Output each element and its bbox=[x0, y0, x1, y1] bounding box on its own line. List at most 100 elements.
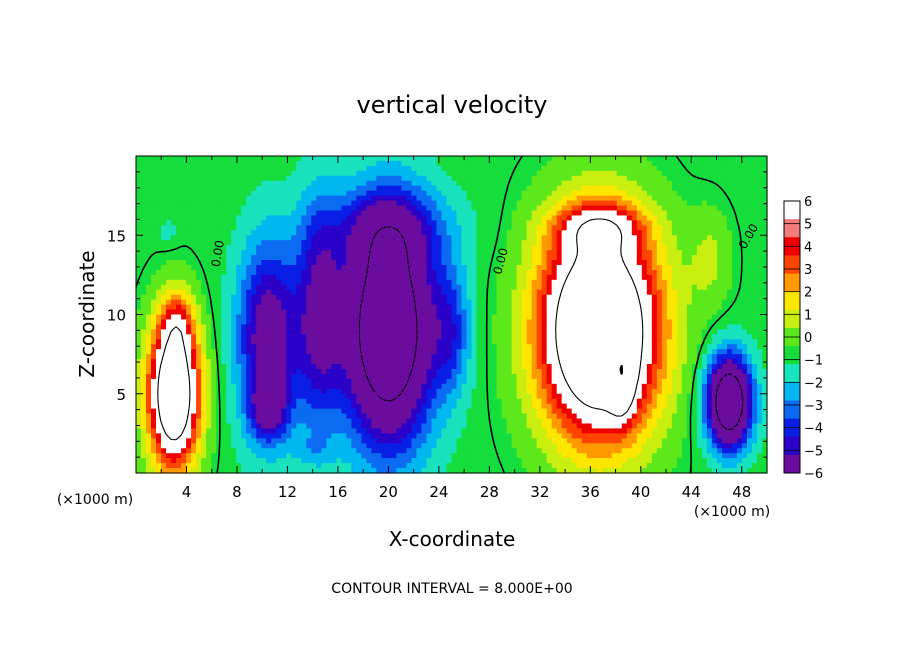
field-cell bbox=[546, 160, 553, 167]
field-cell bbox=[196, 294, 202, 301]
field-cell bbox=[611, 240, 618, 246]
field-cell bbox=[361, 274, 367, 281]
field-cell bbox=[146, 309, 152, 316]
field-cell bbox=[241, 309, 247, 316]
field-cell bbox=[701, 309, 708, 316]
field-cell bbox=[611, 319, 618, 325]
field-cell bbox=[161, 185, 167, 192]
field-cell bbox=[551, 175, 558, 182]
field-cell bbox=[756, 334, 763, 340]
field-cell bbox=[376, 339, 382, 345]
field-cell bbox=[731, 195, 738, 202]
field-cell bbox=[446, 255, 453, 261]
field-cell bbox=[196, 215, 202, 221]
field-cell bbox=[451, 264, 458, 271]
field-cell bbox=[336, 235, 342, 241]
field-cell bbox=[376, 180, 382, 187]
field-cell bbox=[271, 250, 277, 256]
field-cell bbox=[726, 264, 733, 271]
field-cell bbox=[216, 200, 222, 207]
field-cell bbox=[376, 260, 382, 266]
field-cell bbox=[251, 180, 257, 187]
field-cell bbox=[221, 314, 227, 321]
field-cell bbox=[471, 334, 478, 340]
field-cell bbox=[141, 215, 147, 221]
field-cell bbox=[411, 200, 418, 207]
field-cell bbox=[441, 329, 448, 335]
field-cell bbox=[601, 180, 608, 187]
field-cell bbox=[711, 255, 718, 261]
field-cell bbox=[541, 289, 548, 296]
field-cell bbox=[176, 284, 182, 291]
field-cell bbox=[326, 250, 332, 256]
field-cell bbox=[481, 160, 488, 167]
field-cell bbox=[466, 170, 473, 177]
field-cell bbox=[146, 264, 152, 271]
field-cell bbox=[166, 344, 172, 350]
field-cell bbox=[281, 255, 287, 261]
field-cell bbox=[276, 156, 282, 162]
field-cell bbox=[481, 165, 488, 172]
field-cell bbox=[521, 269, 528, 276]
field-cell bbox=[756, 245, 763, 251]
field-cell bbox=[251, 309, 257, 316]
field-cell bbox=[486, 250, 493, 256]
field-cell bbox=[166, 349, 172, 355]
field-cell bbox=[551, 314, 558, 321]
field-cell bbox=[286, 156, 292, 162]
field-cell bbox=[381, 299, 387, 306]
field-cell bbox=[721, 245, 728, 251]
field-cell bbox=[276, 200, 282, 207]
field-cell bbox=[436, 314, 443, 321]
field-cell bbox=[761, 210, 768, 217]
field-cell bbox=[591, 245, 598, 251]
field-cell bbox=[191, 269, 197, 276]
field-cell bbox=[651, 230, 658, 236]
field-cell bbox=[661, 319, 668, 325]
field-cell bbox=[276, 245, 282, 251]
field-cell bbox=[381, 180, 387, 187]
field-cell bbox=[696, 250, 703, 256]
field-cell bbox=[186, 180, 192, 187]
field-cell bbox=[426, 314, 433, 321]
field-cell bbox=[176, 279, 182, 286]
field-cell bbox=[286, 170, 292, 177]
field-cell bbox=[681, 185, 688, 192]
field-cell bbox=[446, 190, 453, 197]
field-cell bbox=[351, 294, 357, 301]
field-cell bbox=[686, 289, 693, 296]
field-cell bbox=[556, 279, 563, 286]
field-cell bbox=[466, 349, 473, 355]
field-cell bbox=[151, 269, 157, 276]
field-cell bbox=[666, 344, 673, 350]
field-cell bbox=[221, 215, 227, 221]
field-cell bbox=[266, 190, 272, 197]
field-cell bbox=[701, 185, 708, 192]
field-cell bbox=[631, 225, 638, 231]
field-cell bbox=[486, 309, 493, 316]
field-cell bbox=[761, 289, 768, 296]
field-cell bbox=[651, 289, 658, 296]
field-cell bbox=[451, 304, 458, 311]
field-cell bbox=[501, 284, 508, 291]
field-cell bbox=[356, 314, 362, 321]
field-cell bbox=[566, 170, 573, 177]
field-cell bbox=[471, 205, 478, 212]
field-cell bbox=[561, 165, 568, 172]
field-cell bbox=[211, 294, 217, 301]
field-cell bbox=[361, 250, 367, 256]
field-cell bbox=[731, 294, 738, 301]
field-cell bbox=[466, 240, 473, 246]
field-cell bbox=[736, 334, 743, 340]
field-cell bbox=[381, 230, 387, 236]
field-cell bbox=[411, 245, 418, 251]
field-cell bbox=[216, 255, 222, 261]
field-cell bbox=[546, 215, 553, 221]
field-cell bbox=[501, 264, 508, 271]
field-cell bbox=[496, 264, 503, 271]
field-cell bbox=[536, 235, 543, 241]
field-cell bbox=[486, 339, 493, 345]
field-cell bbox=[196, 245, 202, 251]
field-cell bbox=[601, 190, 608, 197]
field-cell bbox=[701, 314, 708, 321]
